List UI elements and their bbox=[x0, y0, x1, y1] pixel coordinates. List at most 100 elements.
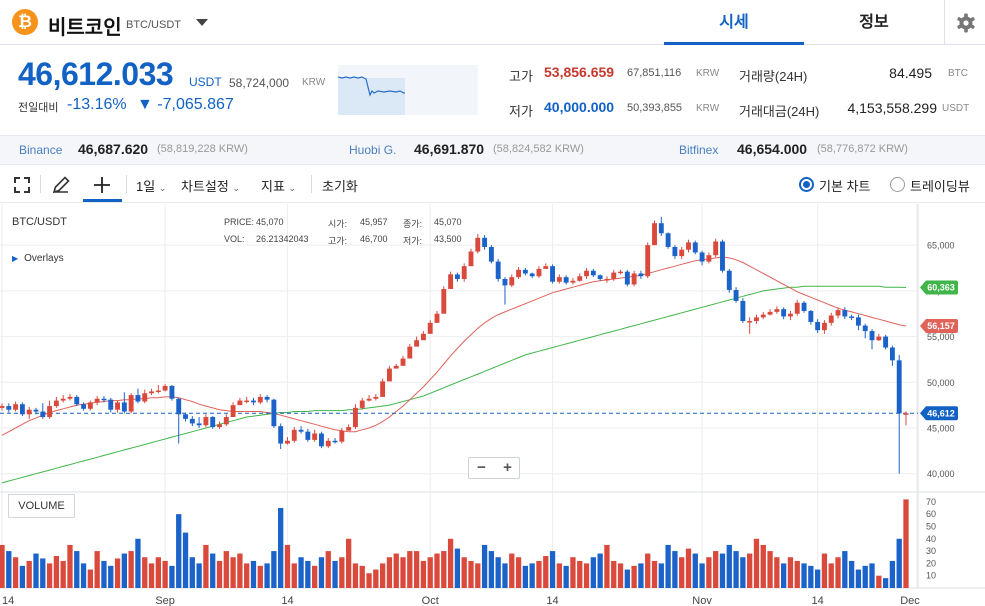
candlestick-chart[interactable]: 65,00060,00055,00050,00045,00040,0007060… bbox=[0, 204, 985, 606]
overlays-toggle[interactable]: Overlays bbox=[12, 253, 63, 264]
fullscreen-icon[interactable] bbox=[11, 174, 33, 196]
candle-body bbox=[420, 333, 426, 341]
candle-body bbox=[264, 396, 270, 400]
volume-bar bbox=[67, 544, 73, 588]
candle-body bbox=[713, 241, 719, 256]
exchange-binance[interactable]: Binance bbox=[19, 143, 63, 157]
tradingview-radio[interactable] bbox=[890, 177, 905, 192]
volume-24h-unit: BTC bbox=[948, 68, 968, 79]
candle-body bbox=[237, 400, 243, 406]
volume-bar bbox=[679, 557, 685, 588]
interval-label: 1일 bbox=[136, 179, 156, 194]
volume-bar bbox=[325, 551, 331, 588]
candle-body bbox=[509, 277, 515, 286]
candle-body bbox=[339, 430, 345, 442]
interval-select[interactable]: 1일 ⌄ bbox=[136, 176, 166, 195]
candle-body bbox=[502, 278, 508, 286]
candle-body bbox=[183, 414, 188, 419]
volume-bar bbox=[651, 560, 658, 588]
tab-quote[interactable]: 시세 bbox=[664, 0, 804, 45]
volume-bar bbox=[617, 563, 624, 588]
volume-bar bbox=[427, 557, 433, 588]
zoom-out-button[interactable]: − bbox=[477, 459, 486, 476]
volume-bar bbox=[318, 557, 325, 588]
volume-bar bbox=[509, 553, 515, 588]
candle-body bbox=[821, 322, 827, 331]
volume-bar bbox=[250, 560, 257, 588]
indicators-menu[interactable]: 지표 ⌄ bbox=[261, 176, 296, 195]
exchange-bitfinex[interactable]: Bitfinex bbox=[679, 143, 719, 157]
volume-axis-label: 60 bbox=[926, 509, 936, 519]
zoom-in-button[interactable]: + bbox=[503, 459, 512, 476]
price-unit: USDT bbox=[189, 75, 222, 89]
volume-bar bbox=[597, 553, 603, 588]
tradingview-label[interactable]: 트레이딩뷰 bbox=[910, 179, 970, 194]
volume-bar bbox=[6, 551, 12, 588]
reset-button[interactable]: 초기화 bbox=[322, 179, 358, 194]
volume-bar bbox=[774, 557, 780, 588]
basic-chart-label[interactable]: 기본 차트 bbox=[819, 179, 871, 194]
chevron-down-icon: ⌄ bbox=[288, 183, 297, 193]
chart-title: BTC/USDT bbox=[12, 216, 67, 228]
candle-body bbox=[135, 395, 141, 402]
candle-body bbox=[47, 406, 53, 418]
high-label: 고가 bbox=[509, 69, 533, 84]
exchange-huobi[interactable]: Huobi G. bbox=[349, 143, 397, 157]
amount-24h-unit: USDT bbox=[942, 103, 970, 114]
volume-bar bbox=[638, 563, 644, 588]
volume-bar bbox=[298, 557, 304, 588]
chart-settings-menu[interactable]: 차트설정 ⌄ bbox=[181, 176, 240, 195]
candle-body bbox=[706, 255, 712, 262]
volume-bar bbox=[781, 563, 787, 588]
volume-label: VOLUME bbox=[8, 494, 75, 518]
low-krw-unit: KRW bbox=[696, 103, 720, 114]
volume-bar bbox=[821, 553, 828, 588]
date-axis-label: Sep bbox=[155, 595, 175, 606]
candle-body bbox=[604, 278, 610, 281]
candle-body bbox=[815, 321, 821, 331]
volume-bar bbox=[284, 544, 291, 588]
volume-bar bbox=[19, 565, 26, 588]
chart-settings-label: 차트설정 bbox=[181, 179, 229, 194]
price-axis-label: 50,000 bbox=[927, 378, 955, 388]
candle-body bbox=[366, 398, 372, 401]
change-amount: ▼ -7,065.867 bbox=[137, 96, 234, 113]
volume-bar bbox=[305, 560, 311, 588]
candle-body bbox=[692, 242, 698, 253]
volume-bar bbox=[481, 544, 488, 588]
candle-body bbox=[842, 310, 848, 317]
candle-body bbox=[563, 277, 569, 283]
volume-bar bbox=[223, 551, 229, 588]
date-axis-label: 14 bbox=[546, 595, 558, 606]
volume-bar bbox=[624, 569, 630, 588]
candle-body bbox=[726, 270, 732, 290]
volume-bar bbox=[12, 557, 19, 588]
coin-select-caret-icon[interactable] bbox=[196, 19, 208, 26]
exchange-bitfinex-price: 46,654.000 bbox=[737, 141, 808, 157]
last-price-badge: 46,612 bbox=[927, 408, 955, 418]
volume-bar bbox=[658, 563, 664, 588]
volume-bar bbox=[366, 573, 372, 588]
crosshair-icon[interactable] bbox=[91, 174, 113, 196]
candle-body bbox=[645, 245, 651, 277]
basic-chart-radio[interactable] bbox=[799, 177, 814, 192]
date-axis-label: 14 bbox=[281, 595, 293, 606]
candle-body bbox=[754, 317, 759, 322]
candle-body bbox=[672, 246, 678, 257]
candle-body bbox=[855, 317, 861, 326]
settings-button[interactable] bbox=[944, 0, 985, 45]
toolbar-divider bbox=[126, 175, 127, 193]
candle-body bbox=[665, 233, 671, 247]
price-chart[interactable]: 65,00060,00055,00050,00045,00040,0007060… bbox=[0, 204, 985, 606]
candle-body bbox=[883, 336, 889, 348]
volume-bar bbox=[549, 551, 556, 588]
volume-bar bbox=[332, 560, 338, 588]
tab-info[interactable]: 정보 bbox=[859, 14, 889, 31]
date-axis-label: Nov bbox=[692, 595, 712, 606]
ohlc-price-label: PRICE: bbox=[224, 217, 255, 227]
pencil-icon[interactable] bbox=[50, 174, 72, 196]
candle-body bbox=[733, 289, 739, 301]
last-price-badge-bg bbox=[920, 406, 958, 421]
candle-body bbox=[468, 251, 474, 267]
candle-body bbox=[203, 417, 209, 426]
